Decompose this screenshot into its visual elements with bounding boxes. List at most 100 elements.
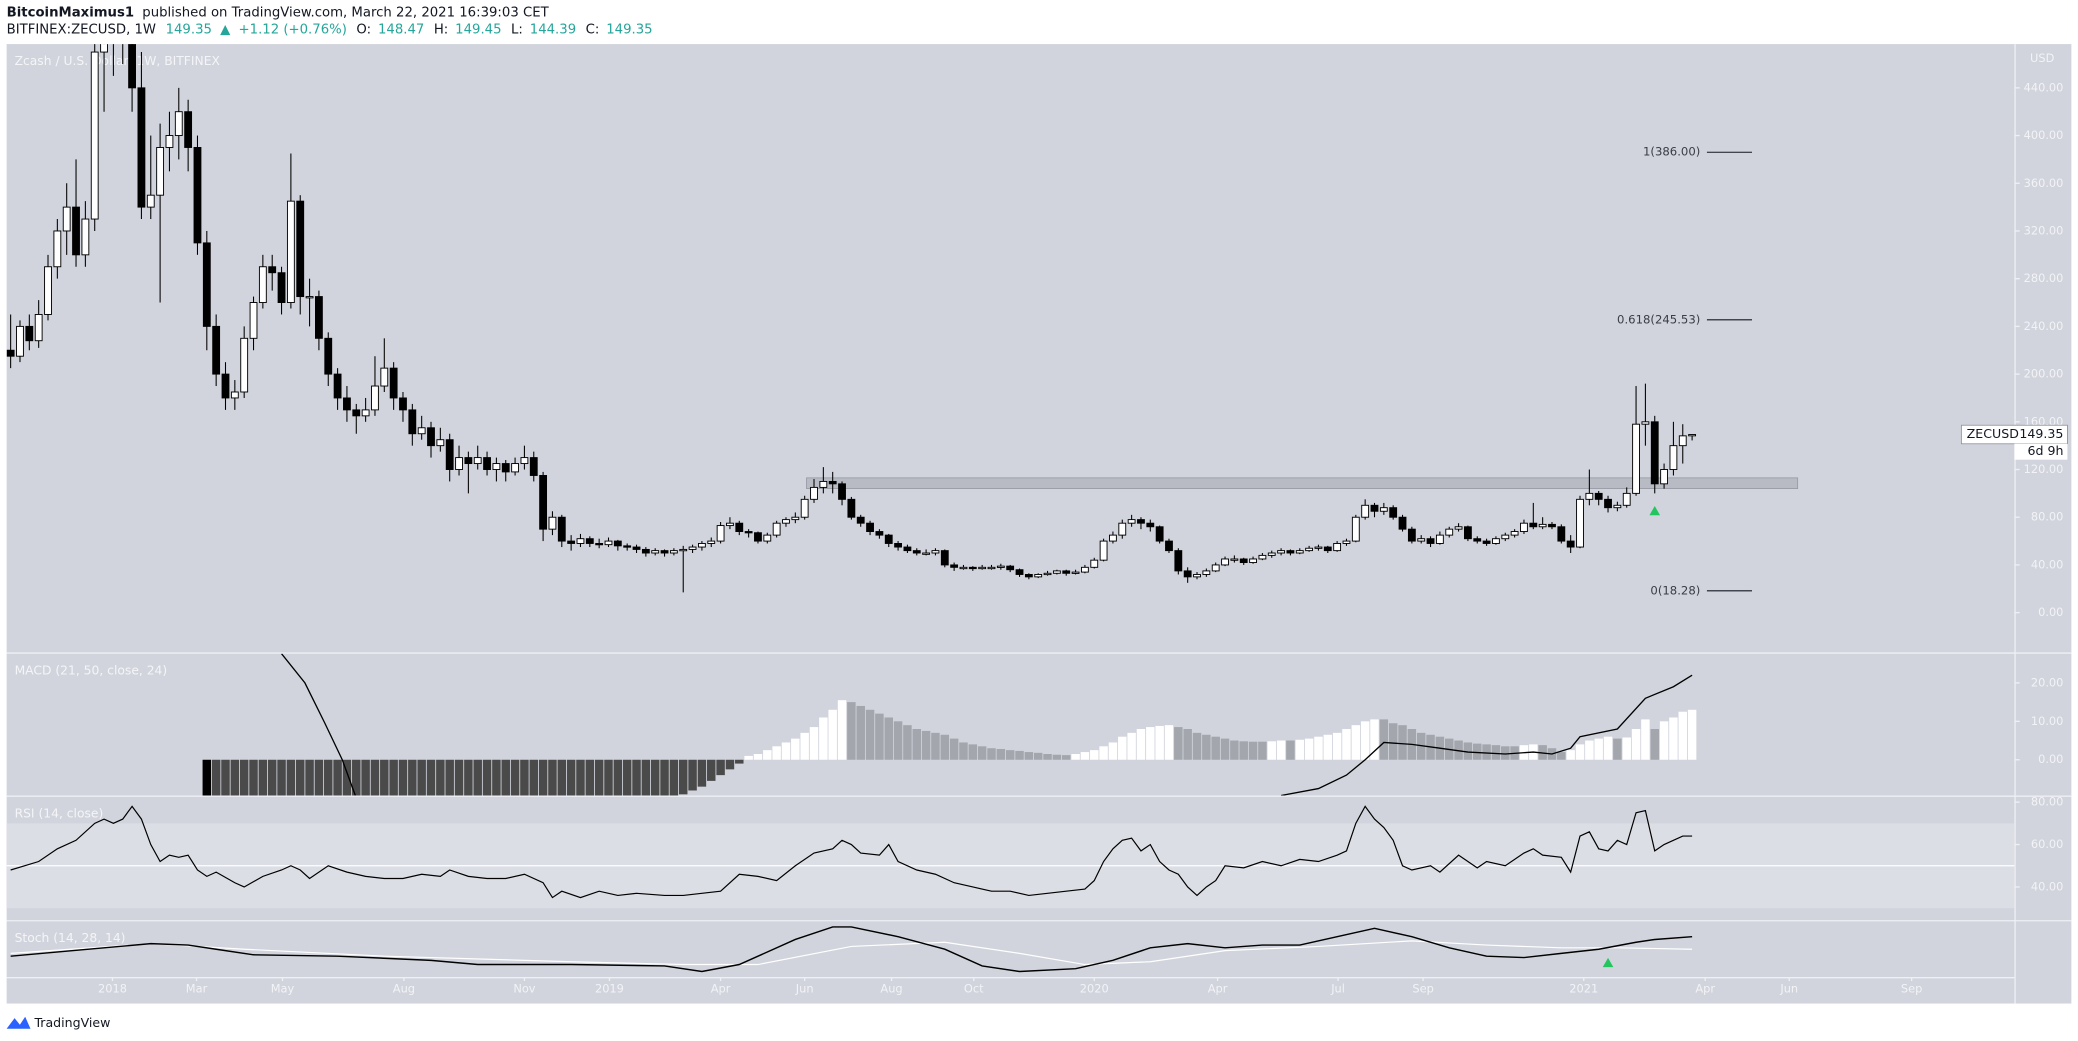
macd-histogram-bar: [688, 759, 697, 791]
candle-body: [1267, 552, 1276, 556]
candle-body: [800, 498, 809, 518]
candle-body: [1286, 550, 1295, 554]
macd-histogram-bar: [1033, 752, 1043, 760]
candle-body: [1594, 492, 1603, 500]
macd-histogram-bar: [996, 748, 1006, 760]
candle-body: [567, 540, 576, 544]
candle-body: [595, 543, 604, 546]
macd-histogram-bar: [342, 759, 352, 796]
macd-histogram-bar: [370, 759, 380, 796]
macd-histogram-bar: [1090, 750, 1099, 760]
candle-body: [744, 531, 753, 534]
candle-body: [866, 522, 874, 533]
x-tick-label: Apr: [711, 981, 731, 995]
macd-histogram-bar: [800, 732, 809, 760]
candle-body: [1641, 421, 1650, 425]
candle-body: [1258, 554, 1267, 560]
macd-histogram-bar: [641, 759, 651, 796]
macd-histogram-bar: [1370, 719, 1379, 760]
candle-body: [184, 111, 193, 148]
candle-body: [847, 498, 856, 518]
x-tick-label: 2020: [1080, 981, 1109, 995]
candle-body: [1333, 543, 1342, 552]
candle-body: [1492, 538, 1500, 544]
x-tick-label: 2021: [1569, 981, 1598, 995]
macd-histogram-bar: [1099, 746, 1108, 760]
macd-histogram-bar: [1183, 729, 1192, 760]
candle-body: [641, 548, 650, 554]
candle-body: [464, 457, 473, 465]
candle-body: [548, 516, 557, 530]
candle-body: [782, 519, 790, 524]
candle-body: [1501, 534, 1510, 540]
macd-histogram-bar: [697, 759, 707, 787]
candle-body: [1155, 526, 1164, 542]
x-tick-label: Apr: [1695, 981, 1715, 995]
last-price: 149.35: [166, 22, 212, 37]
x-tick-label: Sep: [1901, 981, 1922, 995]
candle-body: [343, 397, 351, 411]
candle-body: [90, 51, 99, 220]
logo-icon: [6, 1016, 31, 1029]
macd-histogram-bar: [1631, 729, 1641, 760]
macd-histogram-bar: [1501, 746, 1510, 760]
header-line-1: BitcoinMaximus1 published on TradingView…: [7, 5, 550, 20]
macd-histogram-bar: [1052, 754, 1062, 760]
macd-histogram-bar: [604, 759, 613, 796]
open-label: O:: [356, 22, 371, 37]
candle-body: [604, 540, 613, 546]
macd-histogram-bar: [1360, 721, 1370, 760]
footer-brand: TradingView: [33, 1015, 110, 1030]
candle-body: [838, 483, 846, 500]
y-tick-label: 320.00: [2024, 223, 2064, 237]
candle-body: [688, 546, 697, 550]
candle-body: [1277, 550, 1285, 554]
candle-body: [1118, 522, 1127, 536]
macd-plot: [202, 653, 1697, 796]
macd-histogram-bar: [977, 746, 987, 760]
candle-body: [669, 550, 678, 554]
macd-histogram-bar: [903, 725, 912, 760]
macd-histogram-bar: [1230, 740, 1239, 760]
candle-body: [996, 565, 1005, 568]
macd-histogram-bar: [828, 709, 837, 760]
macd-histogram-bar: [398, 759, 408, 796]
candle-body: [1622, 492, 1631, 506]
stoch-plot: [10, 926, 1693, 973]
candle-body: [473, 457, 482, 465]
candle-body: [72, 206, 80, 256]
fib-label: 0.618(245.53): [1617, 312, 1700, 326]
rsi-plot: [6, 805, 2015, 909]
candle-body: [772, 522, 781, 536]
macd-histogram-bar: [211, 759, 221, 796]
candle-body: [698, 543, 706, 548]
macd-histogram-bar: [1192, 732, 1202, 760]
macd-histogram-bar: [1342, 729, 1351, 760]
candle-body: [1043, 572, 1052, 576]
candle-body: [333, 373, 342, 399]
macd-histogram-bar: [510, 759, 520, 796]
candle-body: [156, 147, 165, 196]
macd-histogram-bar: [1164, 725, 1174, 760]
candle-body: [408, 409, 417, 435]
macd-histogram-bar: [352, 759, 361, 796]
macd-histogram-bar: [454, 759, 464, 796]
candle-body: [128, 44, 136, 89]
candle-body: [324, 337, 333, 375]
candle-body: [1426, 538, 1435, 544]
macd-histogram-bar: [380, 759, 389, 796]
macd-histogram-bar: [1557, 752, 1566, 760]
x-tick-label: Aug: [393, 981, 415, 995]
macd-histogram-bar: [1332, 732, 1342, 760]
macd-histogram-bar: [585, 759, 595, 796]
candle-body: [1379, 507, 1388, 512]
candle-body: [230, 391, 239, 399]
candle-body: [1109, 534, 1117, 542]
signal-marker: [1602, 957, 1614, 968]
macd-histogram-bar: [968, 744, 978, 760]
macd-histogram-bar: [725, 759, 735, 770]
candle-body: [361, 409, 370, 417]
open-value: 148.47: [378, 22, 424, 37]
price-title: Zcash / U.S. Dollar, 1W, BITFINEX: [15, 54, 221, 68]
